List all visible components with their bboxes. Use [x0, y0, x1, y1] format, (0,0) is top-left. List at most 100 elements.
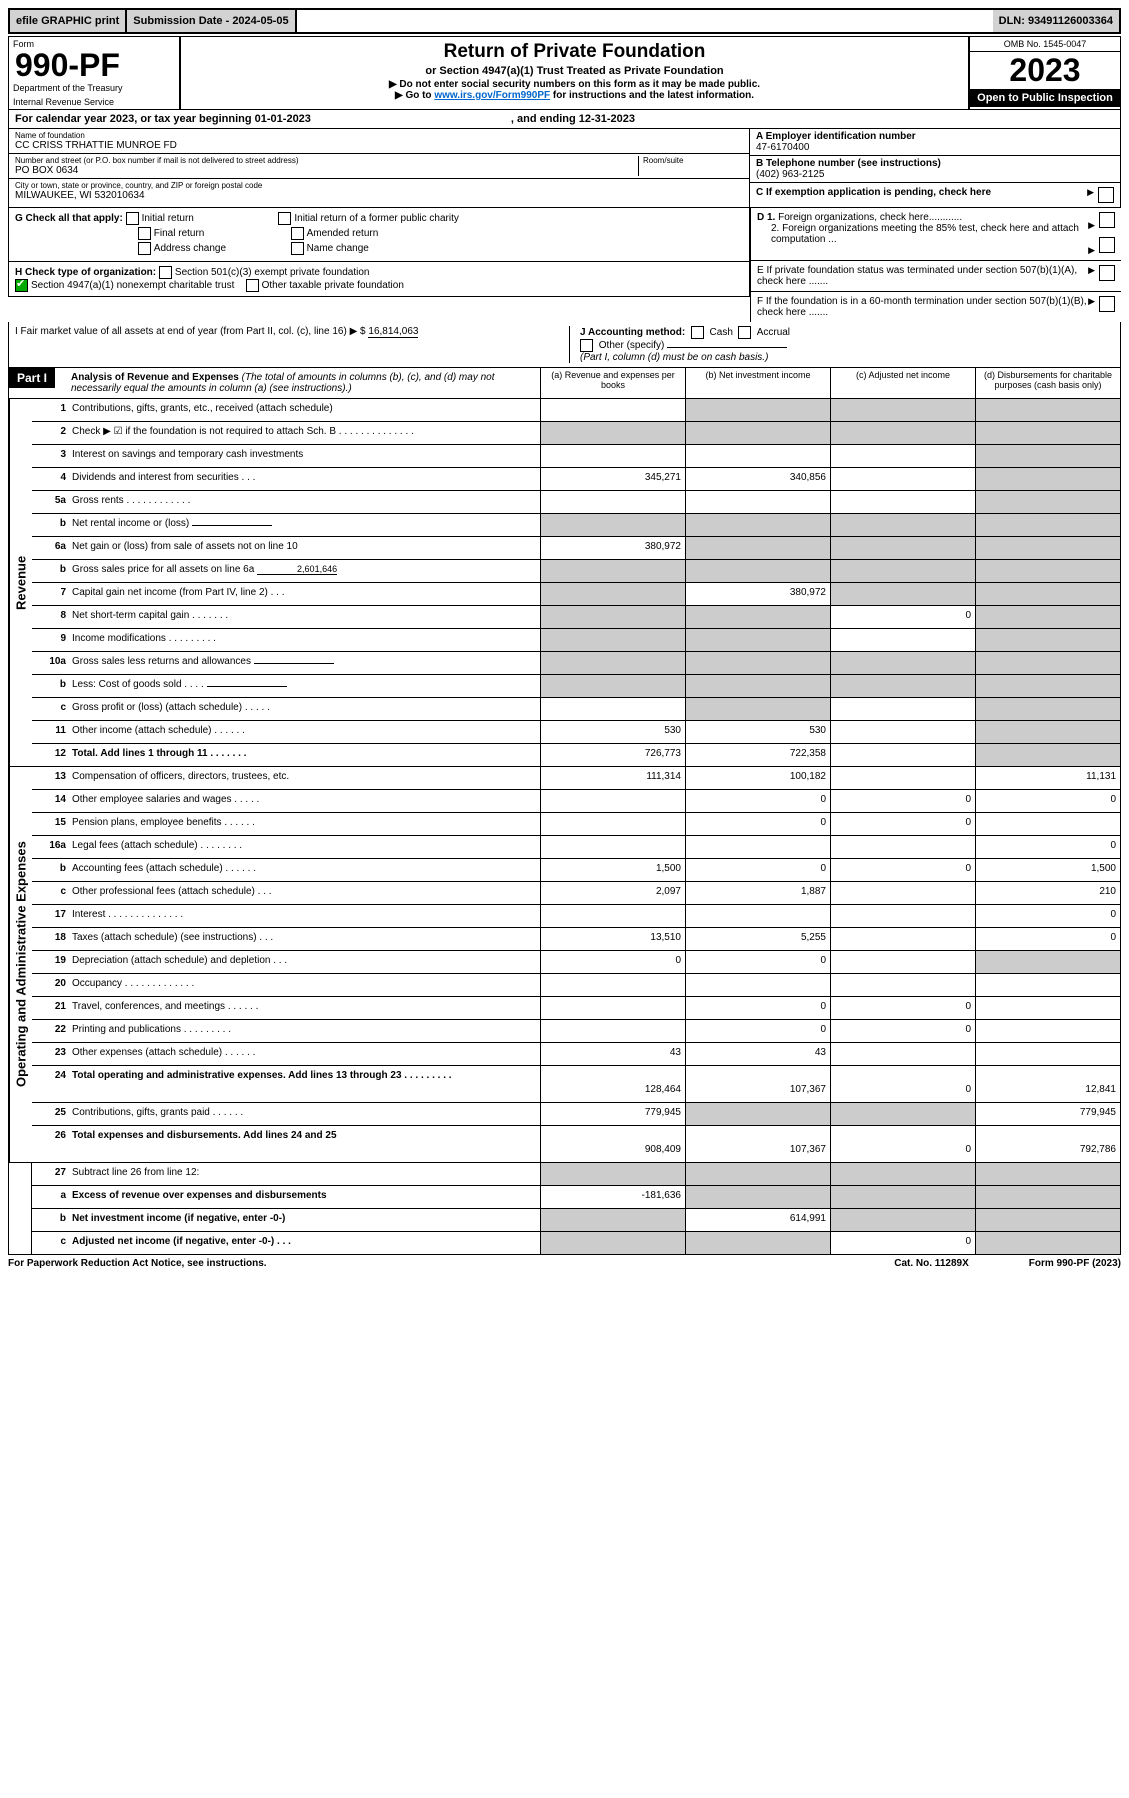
j-label: J Accounting method:: [580, 327, 685, 338]
row-9: 9Income modifications . . . . . . . . .: [32, 629, 1120, 652]
arrow-icon: [1088, 245, 1095, 256]
ein-cell: A Employer identification number 47-6170…: [750, 129, 1120, 156]
c-label: C If exemption application is pending, c…: [756, 187, 991, 203]
part1-title: Analysis of Revenue and Expenses: [71, 372, 239, 383]
omb-number: OMB No. 1545-0047: [970, 37, 1120, 52]
name-change-label: Name change: [307, 243, 369, 254]
final-return-check[interactable]: [138, 227, 151, 240]
revenue-section: Revenue 1Contributions, gifts, grants, e…: [8, 399, 1121, 767]
row-5a: 5aGross rents . . . . . . . . . . . .: [32, 491, 1120, 514]
i-j-row: I Fair market value of all assets at end…: [8, 322, 1121, 368]
e-row: E If private foundation status was termi…: [751, 261, 1121, 292]
col-c-header: (c) Adjusted net income: [830, 368, 975, 398]
info-left: Name of foundation CC CRISS TRHATTIE MUN…: [9, 129, 749, 207]
d1-row: D 1. Foreign organizations, check here..…: [751, 208, 1121, 261]
row-24: 24Total operating and administrative exp…: [32, 1066, 1120, 1103]
other-method-check[interactable]: [580, 339, 593, 352]
row-26: 26Total expenses and disbursements. Add …: [32, 1126, 1120, 1162]
row-21: 21Travel, conferences, and meetings . . …: [32, 997, 1120, 1020]
name-change-check[interactable]: [291, 242, 304, 255]
arrow-icon: [1088, 220, 1095, 231]
final-return-label: Final return: [154, 228, 205, 239]
cal-year-end: , and ending 12-31-2023: [511, 113, 635, 125]
open-public: Open to Public Inspection: [970, 89, 1120, 107]
h-check-row: H Check type of organization: Section 50…: [8, 262, 750, 297]
row-6a: 6aNet gain or (loss) from sale of assets…: [32, 537, 1120, 560]
form-ref: Form 990-PF (2023): [1029, 1258, 1121, 1269]
f-checkbox[interactable]: [1099, 296, 1115, 312]
row-12: 12Total. Add lines 1 through 11 . . . . …: [32, 744, 1120, 766]
fmv-box: I Fair market value of all assets at end…: [15, 326, 549, 363]
c-checkbox[interactable]: [1098, 187, 1114, 203]
row-5b: bNet rental income or (loss): [32, 514, 1120, 537]
row-11: 11Other income (attach schedule) . . . .…: [32, 721, 1120, 744]
row-27a: aExcess of revenue over expenses and dis…: [32, 1186, 1120, 1209]
row-16b: bAccounting fees (attach schedule) . . .…: [32, 859, 1120, 882]
g-h-section: G Check all that apply: Initial return I…: [8, 208, 1121, 322]
d2-checkbox[interactable]: [1099, 237, 1115, 253]
ssn-warning: ▶ Do not enter social security numbers o…: [185, 79, 964, 90]
form-number: 990-PF: [9, 49, 179, 81]
accounting-box: J Accounting method: Cash Accrual Other …: [569, 326, 1114, 363]
s501-check[interactable]: [159, 266, 172, 279]
s501-label: Section 501(c)(3) exempt private foundat…: [175, 267, 370, 278]
expenses-section: Operating and Administrative Expenses 13…: [8, 767, 1121, 1163]
paperwork-notice: For Paperwork Reduction Act Notice, see …: [8, 1258, 267, 1269]
other-taxable-check[interactable]: [246, 279, 259, 292]
f-row: F If the foundation is in a 60-month ter…: [751, 292, 1121, 322]
row-14: 14Other employee salaries and wages . . …: [32, 790, 1120, 813]
row-22: 22Printing and publications . . . . . . …: [32, 1020, 1120, 1043]
amended-return-check[interactable]: [291, 227, 304, 240]
foundation-name: CC CRISS TRHATTIE MUNROE FD: [15, 140, 743, 151]
room-label: Room/suite: [643, 156, 743, 165]
year-box: OMB No. 1545-0047 2023 Open to Public In…: [970, 36, 1121, 110]
row-20: 20Occupancy . . . . . . . . . . . . .: [32, 974, 1120, 997]
phone-cell: B Telephone number (see instructions) (4…: [750, 156, 1120, 183]
fmv-label: I Fair market value of all assets at end…: [15, 326, 347, 337]
accrual-label: Accrual: [757, 327, 790, 338]
city-value: MILWAUKEE, WI 532010634: [15, 190, 743, 201]
page-footer: For Paperwork Reduction Act Notice, see …: [8, 1255, 1121, 1269]
line-27-section: 27Subtract line 26 from line 12: aExcess…: [8, 1163, 1121, 1255]
dept-treasury: Department of the Treasury: [9, 81, 179, 95]
goto-suffix: for instructions and the latest informat…: [550, 90, 754, 101]
fmv-value: 16,814,063: [368, 326, 418, 338]
g-label: G Check all that apply:: [15, 213, 123, 224]
street-label: Number and street (or P.O. box number if…: [15, 156, 638, 165]
fmv-arrow: ▶ $: [350, 326, 366, 337]
part1-tag: Part I: [9, 368, 55, 388]
irs-label: Internal Revenue Service: [9, 95, 179, 109]
d1-label: Foreign organizations, check here.......…: [778, 212, 962, 223]
cash-check[interactable]: [691, 326, 704, 339]
initial-return-label: Initial return: [142, 213, 194, 224]
cal-year-begin: For calendar year 2023, or tax year begi…: [15, 113, 311, 125]
row-16c: cOther professional fees (attach schedul…: [32, 882, 1120, 905]
amended-return-label: Amended return: [307, 228, 379, 239]
arrow-icon: [1088, 265, 1095, 287]
goto-prefix: ▶ Go to: [395, 90, 434, 101]
row-10b: bLess: Cost of goods sold . . . .: [32, 675, 1120, 698]
d1-checkbox[interactable]: [1099, 212, 1115, 228]
s4947-check[interactable]: [15, 279, 28, 292]
initial-public-label: Initial return of a former public charit…: [294, 213, 459, 224]
cash-basis-note: (Part I, column (d) must be on cash basi…: [580, 352, 1114, 363]
initial-public-check[interactable]: [278, 212, 291, 225]
expenses-label: Operating and Administrative Expenses: [9, 767, 32, 1162]
accrual-check[interactable]: [738, 326, 751, 339]
tax-year: 2023: [970, 52, 1120, 89]
efile-print-link[interactable]: efile GRAPHIC print: [10, 10, 127, 32]
form-subtitle: or Section 4947(a)(1) Trust Treated as P…: [185, 65, 964, 77]
form990pf-link[interactable]: www.irs.gov/Form990PF: [434, 90, 550, 101]
phone-value: (402) 963-2125: [756, 169, 1114, 180]
initial-return-check[interactable]: [126, 212, 139, 225]
form-header: Form 990-PF Department of the Treasury I…: [8, 36, 1121, 110]
address-change-check[interactable]: [138, 242, 151, 255]
ein-label: A Employer identification number: [756, 131, 1114, 142]
row-4: 4Dividends and interest from securities …: [32, 468, 1120, 491]
title-box: Return of Private Foundation or Section …: [181, 36, 970, 110]
e-checkbox[interactable]: [1099, 265, 1115, 281]
row-10c: cGross profit or (loss) (attach schedule…: [32, 698, 1120, 721]
col-d-header: (d) Disbursements for charitable purpose…: [975, 368, 1120, 398]
row-27: 27Subtract line 26 from line 12:: [32, 1163, 1120, 1186]
g-check-row: G Check all that apply: Initial return I…: [8, 208, 750, 262]
